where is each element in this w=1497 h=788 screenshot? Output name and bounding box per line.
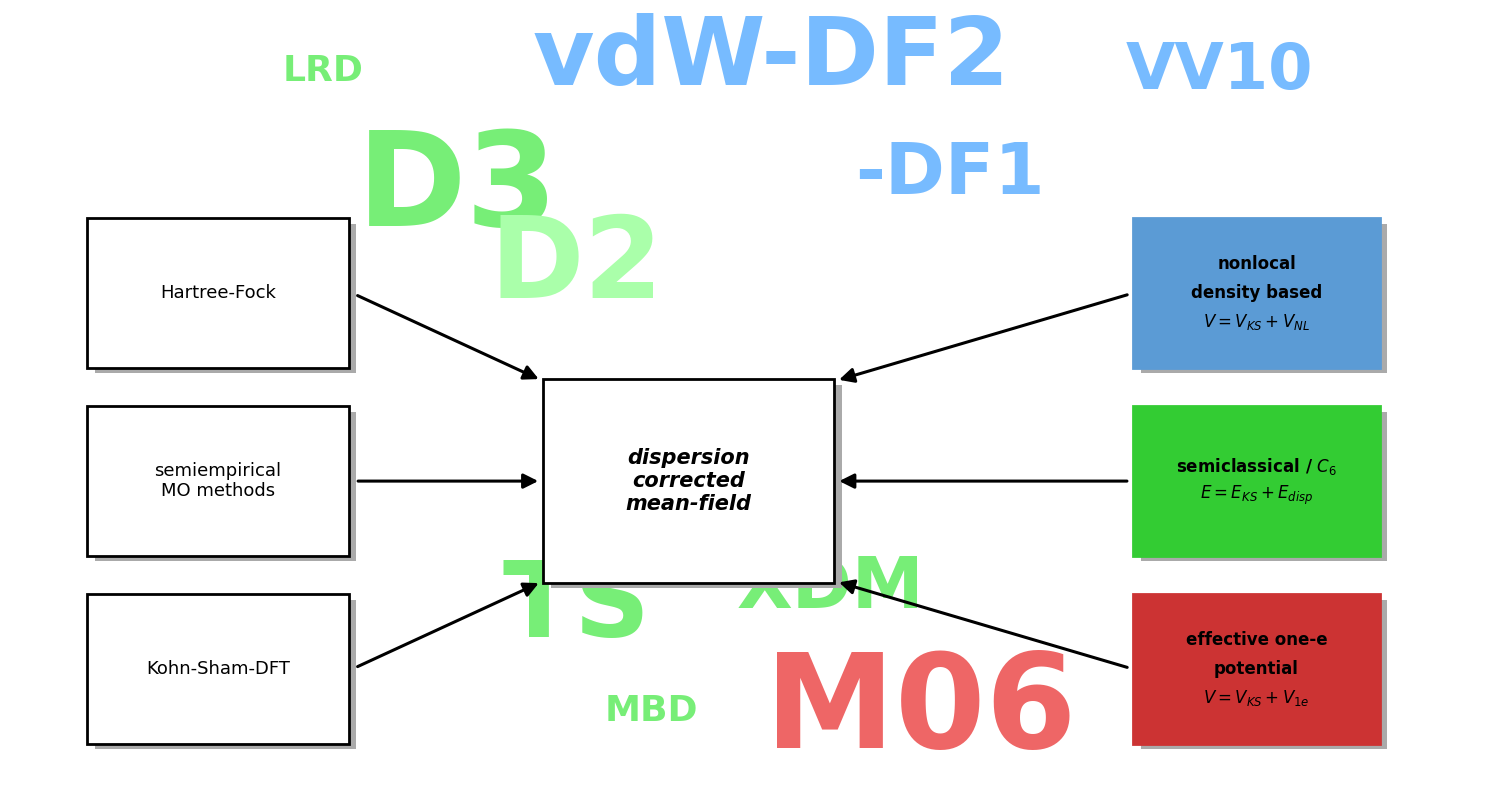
- FancyBboxPatch shape: [1133, 407, 1380, 556]
- Text: XDM: XDM: [737, 554, 925, 623]
- Text: DCACP: DCACP: [1190, 712, 1338, 749]
- Text: Kohn-Sham-DFT: Kohn-Sham-DFT: [147, 660, 290, 678]
- Text: M06: M06: [765, 648, 1076, 775]
- Text: effective one-e: effective one-e: [1186, 631, 1328, 649]
- Text: $V=V_{KS}+V_{1e}$: $V=V_{KS}+V_{1e}$: [1204, 688, 1310, 708]
- Text: potential: potential: [1214, 660, 1299, 678]
- Text: vdW-DF2: vdW-DF2: [533, 13, 1009, 106]
- Text: density based: density based: [1192, 284, 1322, 303]
- FancyBboxPatch shape: [87, 594, 349, 744]
- Text: VV10: VV10: [1126, 40, 1313, 102]
- FancyBboxPatch shape: [1141, 600, 1388, 749]
- Text: -DF1: -DF1: [855, 140, 1045, 209]
- Text: MBD: MBD: [605, 694, 698, 728]
- FancyBboxPatch shape: [87, 407, 349, 556]
- FancyBboxPatch shape: [94, 411, 356, 561]
- FancyBboxPatch shape: [94, 600, 356, 749]
- Text: nonlocal: nonlocal: [1217, 255, 1296, 273]
- FancyBboxPatch shape: [1133, 218, 1380, 368]
- FancyBboxPatch shape: [1141, 411, 1388, 561]
- Text: D3: D3: [356, 126, 558, 253]
- Text: semiempirical
MO methods: semiempirical MO methods: [154, 462, 281, 500]
- FancyBboxPatch shape: [87, 218, 349, 368]
- FancyBboxPatch shape: [94, 224, 356, 374]
- FancyBboxPatch shape: [551, 385, 841, 588]
- FancyBboxPatch shape: [543, 380, 834, 582]
- Text: semiclassical / $C_6$: semiclassical / $C_6$: [1177, 456, 1337, 477]
- FancyBboxPatch shape: [1133, 594, 1380, 744]
- Text: dDsC: dDsC: [246, 710, 341, 743]
- Text: $V=V_{KS}+V_{NL}$: $V=V_{KS}+V_{NL}$: [1204, 312, 1310, 333]
- Text: D2: D2: [490, 211, 663, 322]
- FancyBboxPatch shape: [1141, 224, 1388, 374]
- Text: TS: TS: [503, 556, 651, 659]
- Text: LRD: LRD: [283, 54, 364, 88]
- Text: $E=E_{KS}+E_{disp}$: $E=E_{KS}+E_{disp}$: [1201, 484, 1313, 507]
- Text: Hartree-Fock: Hartree-Fock: [160, 284, 275, 303]
- Text: dispersion
corrected
mean-field: dispersion corrected mean-field: [626, 448, 751, 515]
